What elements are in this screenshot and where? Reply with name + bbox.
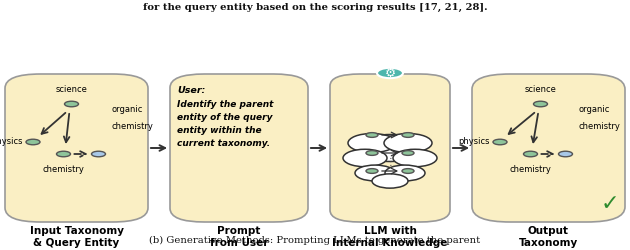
Circle shape <box>64 101 79 107</box>
Circle shape <box>366 132 378 138</box>
Text: ⋮: ⋮ <box>385 157 395 167</box>
Circle shape <box>57 151 71 157</box>
Circle shape <box>343 149 387 167</box>
Text: for the query entity based on the scoring results [17, 21, 28].: for the query entity based on the scorin… <box>142 3 488 12</box>
Circle shape <box>377 68 403 78</box>
FancyBboxPatch shape <box>5 74 148 222</box>
Circle shape <box>534 101 547 107</box>
Circle shape <box>372 174 408 188</box>
Text: ⚙: ⚙ <box>384 67 396 80</box>
Text: physics: physics <box>459 138 490 146</box>
Text: Identify the parent
entity of the query
entity within the
current taxonomy.: Identify the parent entity of the query … <box>177 100 273 148</box>
Text: physics: physics <box>0 138 23 146</box>
Circle shape <box>384 134 432 152</box>
Text: chemistry: chemistry <box>578 122 621 131</box>
Text: organic: organic <box>578 105 610 114</box>
Circle shape <box>402 150 414 156</box>
Circle shape <box>524 151 537 157</box>
Text: chemistry: chemistry <box>43 165 84 174</box>
Text: Prompt
from User: Prompt from User <box>210 226 268 248</box>
Text: science: science <box>55 85 88 94</box>
Text: chemistry: chemistry <box>510 165 551 174</box>
Circle shape <box>356 134 424 162</box>
Circle shape <box>355 165 395 181</box>
Text: ✓: ✓ <box>600 194 619 214</box>
Text: chemistry: chemistry <box>112 122 153 131</box>
Text: Output
Taxonomy: Output Taxonomy <box>519 226 578 248</box>
Circle shape <box>402 132 414 138</box>
FancyBboxPatch shape <box>472 74 625 222</box>
Circle shape <box>393 149 437 167</box>
Circle shape <box>26 139 40 145</box>
Circle shape <box>493 139 507 145</box>
FancyBboxPatch shape <box>330 74 450 222</box>
Circle shape <box>559 151 573 157</box>
Text: User:: User: <box>177 86 205 95</box>
Text: LLM with
Internal Knowledge: LLM with Internal Knowledge <box>332 226 448 248</box>
Text: Input Taxonomy
& Query Entity: Input Taxonomy & Query Entity <box>30 226 123 248</box>
Circle shape <box>348 134 396 152</box>
Text: organic: organic <box>112 105 143 114</box>
Circle shape <box>385 165 425 181</box>
Circle shape <box>402 168 414 173</box>
Text: science: science <box>525 85 556 94</box>
Text: (b) Generative Methods: Prompting LLMs to generate the parent: (b) Generative Methods: Prompting LLMs t… <box>149 236 481 245</box>
Circle shape <box>366 168 378 173</box>
Circle shape <box>91 151 105 157</box>
Circle shape <box>366 150 378 156</box>
FancyBboxPatch shape <box>170 74 308 222</box>
